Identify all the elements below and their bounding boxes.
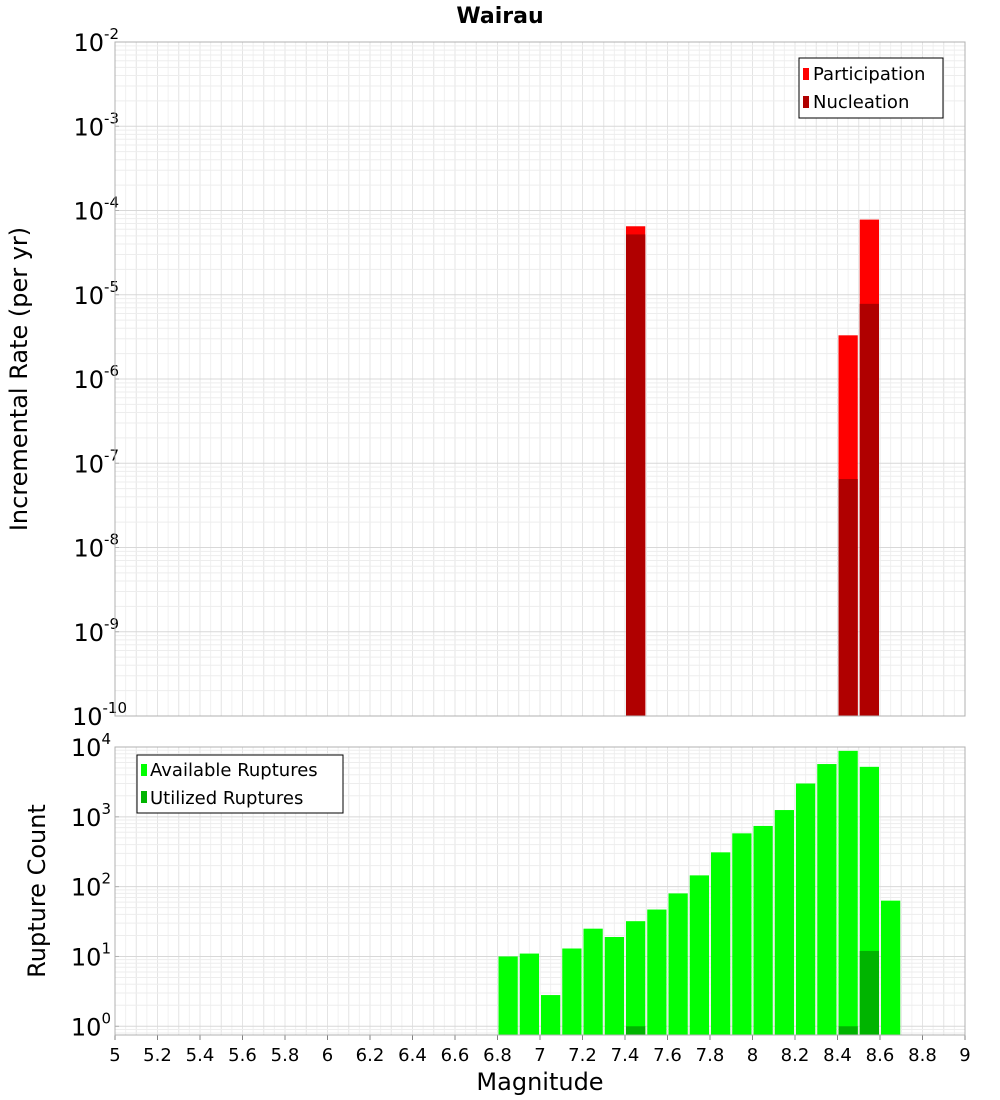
x-tick-label: 8.6: [866, 1045, 895, 1066]
top-legend-box: [798, 57, 944, 119]
x-tick-label: 7.4: [611, 1045, 640, 1066]
bottom-bar-available-ruptures: [838, 750, 858, 1035]
x-tick-label: 6.2: [356, 1045, 385, 1066]
bottom-bar-utilized-ruptures: [859, 950, 879, 1035]
x-tick-label: 7.2: [568, 1045, 597, 1066]
top-bars: [626, 219, 879, 717]
bottom-x-ticks: 5 5.2 5.4 5.6 5.8 6 6.2 6.4 6.6 6.8 7 7.2 7.4 7.6 7.8 8…: [109, 1035, 971, 1066]
bottom-bar-available-ruptures: [562, 948, 582, 1035]
x-tick-label: 6.8: [483, 1045, 512, 1066]
bottom-bar-available-ruptures: [796, 783, 816, 1035]
bottom-bar-available-ruptures: [519, 953, 539, 1035]
top-bar-nucleation: [838, 479, 858, 716]
top-y-tick-label: 10-5: [73, 278, 119, 310]
x-tick-label: 8.4: [823, 1045, 852, 1066]
x-tick-label: 5.4: [186, 1045, 215, 1066]
top-y-tick-label: 10-2: [73, 25, 119, 57]
bottom-y-tick-label: 100: [71, 1009, 111, 1041]
top-y-tick-label: 10-6: [73, 362, 119, 394]
top-bar-nucleation: [859, 303, 879, 716]
bottom-bar-available-ruptures: [604, 936, 624, 1035]
bottom-bar-available-ruptures: [711, 852, 731, 1035]
x-tick-label: 6: [322, 1045, 333, 1066]
bottom-y-tick-label: 102: [71, 870, 111, 902]
bottom-bar-available-ruptures: [753, 825, 773, 1035]
bottom-bar-available-ruptures: [881, 900, 901, 1035]
top-y-tick-label: 10-10: [72, 699, 127, 731]
x-tick-label: 6.4: [398, 1045, 427, 1066]
top-y-axis-label: Incremental Rate (per yr): [5, 227, 33, 531]
top-y-tick-label: 10-7: [73, 446, 119, 478]
legend-label-nucleation: Nucleation: [813, 92, 909, 113]
bottom-bar-available-ruptures: [541, 995, 561, 1035]
top-y-tick-label: 10-3: [73, 109, 119, 141]
legend-label-available: Available Ruptures: [150, 760, 318, 781]
legend-label-utilized: Utilized Ruptures: [150, 788, 303, 809]
x-tick-label: 6.6: [441, 1045, 470, 1066]
bottom-bar-available-ruptures: [647, 909, 667, 1035]
x-tick-label: 5.6: [228, 1045, 257, 1066]
x-tick-label: 7: [534, 1045, 545, 1066]
x-tick-label: 5.2: [143, 1045, 172, 1066]
legend-label-participation: Participation: [813, 64, 925, 85]
x-tick-label: 8: [747, 1045, 758, 1066]
bottom-bar-available-ruptures: [774, 810, 794, 1035]
bottom-bar-available-ruptures: [732, 833, 752, 1035]
bottom-bar-available-ruptures: [583, 928, 603, 1035]
x-tick-label: 9: [959, 1045, 970, 1066]
legend-swatch-participation: [803, 68, 809, 80]
legend-swatch-utilized: [141, 791, 147, 803]
top-plot-frame: [114, 41, 966, 717]
bottom-y-ticks: 100 101 102 103 104: [71, 730, 119, 1041]
top-bar-nucleation: [626, 234, 646, 717]
x-tick-label: 8.8: [908, 1045, 937, 1066]
bottom-y-tick-label: 101: [71, 939, 111, 971]
x-tick-label: 7.6: [653, 1045, 682, 1066]
bottom-bar-available-ruptures: [498, 956, 518, 1035]
x-tick-label: 5: [109, 1045, 120, 1066]
top-y-tick-label: 10-8: [73, 531, 119, 563]
top-y-tick-label: 10-4: [73, 194, 119, 226]
x-tick-label: 7.8: [696, 1045, 725, 1066]
bottom-bar-available-ruptures: [626, 921, 646, 1035]
top-grid: [114, 41, 966, 717]
bottom-bar-available-ruptures: [817, 764, 837, 1035]
bottom-bar-available-ruptures: [668, 893, 688, 1035]
x-tick-label: 5.8: [271, 1045, 300, 1066]
x-tick-label: 8.2: [781, 1045, 810, 1066]
bottom-y-axis-label: Rupture Count: [23, 804, 51, 978]
bottom-bar-utilized-ruptures: [626, 1026, 646, 1035]
legend-swatch-nucleation: [803, 96, 809, 108]
top-legend: Participation Nucleation: [798, 57, 944, 119]
chart-title: Wairau: [456, 4, 543, 29]
bottom-bar-utilized-ruptures: [838, 1026, 858, 1035]
bottom-y-tick-label: 104: [71, 730, 111, 762]
bottom-plot-frame: [114, 746, 966, 1036]
legend-swatch-available: [141, 764, 147, 776]
bottom-y-tick-label: 103: [71, 800, 111, 832]
bottom-bar-available-ruptures: [689, 875, 709, 1035]
bottom-legend-box: [136, 754, 344, 814]
bottom-bars: [498, 750, 901, 1035]
bottom-legend: Available Ruptures Utilized Ruptures: [136, 754, 344, 814]
top-y-tick-label: 10-9: [73, 615, 119, 647]
x-axis-label: Magnitude: [476, 1068, 603, 1096]
